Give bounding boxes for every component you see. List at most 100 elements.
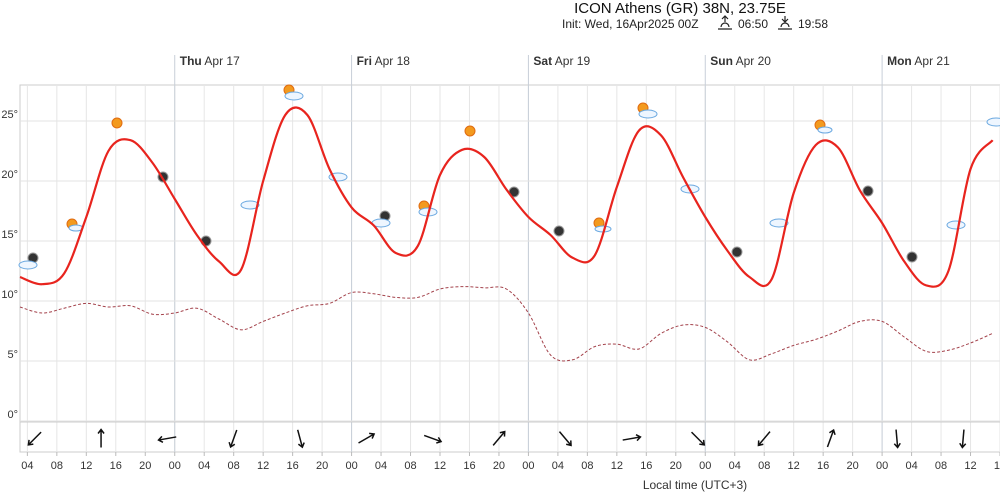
x-tick-label: 20 <box>847 460 859 472</box>
x-tick-label: 12 <box>80 460 92 472</box>
x-tick-label: 20 <box>316 460 328 472</box>
date: Apr 17 <box>204 54 240 68</box>
x-tick-label: 16 <box>287 460 299 472</box>
wind-arrow <box>757 431 771 447</box>
x-tick-label: 12 <box>788 460 800 472</box>
x-tick-label: 12 <box>611 460 623 472</box>
wind-arrow-shape <box>492 430 506 446</box>
wind-arrow-shape <box>358 432 376 444</box>
x-tick-label: 04 <box>375 460 387 472</box>
day-label: Fri Apr 18 <box>357 54 411 68</box>
wind-arrow <box>893 429 901 449</box>
wind-arrow <box>228 429 238 449</box>
wind-arrow <box>622 434 642 442</box>
chart-title: ICON Athens (GR) 38N, 23.75E <box>574 0 786 17</box>
wind-arrow-shape <box>296 429 305 449</box>
date: Apr 21 <box>914 54 950 68</box>
wind-arrow-shape <box>959 429 967 449</box>
x-tick-label: 00 <box>876 460 888 472</box>
wind-arrow-shape <box>157 435 177 443</box>
temperature-line <box>19 106 994 288</box>
y-tick-label: 5° <box>7 349 18 361</box>
date: Apr 19 <box>555 54 591 68</box>
x-tick-label: 04 <box>198 460 210 472</box>
y-tick-label: 25° <box>1 109 18 121</box>
moon-icon <box>27 171 918 264</box>
x-tick-label: 04 <box>552 460 564 472</box>
x-tick-label: 04 <box>21 460 33 472</box>
x-tick-label: 12 <box>434 460 446 472</box>
sunrise-time: 06:50 <box>738 17 768 31</box>
data-layer <box>19 106 994 449</box>
wind-arrow <box>826 428 836 448</box>
wind-arrow <box>423 434 443 444</box>
wind-arrow-shape <box>97 428 105 448</box>
x-tick-label: 08 <box>935 460 947 472</box>
x-axis-label: Local time (UTC+3) <box>643 478 747 492</box>
wind-arrow <box>97 428 105 448</box>
wind-arrow-shape <box>691 431 706 446</box>
wind-arrow-shape <box>558 431 572 447</box>
x-tick-label: 08 <box>51 460 63 472</box>
chart-subtitle: Init: Wed, 16Apr2025 00Z <box>562 17 699 31</box>
date: Apr 18 <box>375 54 411 68</box>
x-tick-label: 16 <box>463 460 475 472</box>
day-label: Sat Apr 19 <box>533 54 590 68</box>
x-tick-label: 00 <box>345 460 357 472</box>
wind-arrow-shape <box>27 431 42 446</box>
wind-arrow <box>296 429 305 449</box>
y-tick-label: 20° <box>1 169 18 181</box>
wind-arrow <box>27 431 42 446</box>
x-tick-label: 20 <box>493 460 505 472</box>
x-tick-label: 16 <box>817 460 829 472</box>
x-tick-label: 20 <box>139 460 151 472</box>
x-tick-label: 12 <box>964 460 976 472</box>
weekday: Thu <box>180 54 202 68</box>
dew-point-line <box>19 286 993 362</box>
y-tick-label: 10° <box>1 289 18 301</box>
wind-arrow <box>492 430 506 446</box>
x-tick-label: 00 <box>522 460 534 472</box>
x-tick-label: 08 <box>758 460 770 472</box>
x-tick-label: 08 <box>228 460 240 472</box>
x-tick-label: 16 <box>110 460 122 472</box>
date: Apr 20 <box>736 54 772 68</box>
wind-arrow <box>691 431 706 446</box>
weekday: Sat <box>533 54 552 68</box>
x-tick-label: 20 <box>670 460 682 472</box>
plot-frame <box>19 84 1000 453</box>
wind-arrow-shape <box>757 431 771 447</box>
day-label: Sun Apr 20 <box>710 54 771 68</box>
x-tick-label: 04 <box>905 460 917 472</box>
y-tick-label: 0° <box>7 409 18 421</box>
day-label: Thu Apr 17 <box>180 54 240 68</box>
wind-arrow-shape <box>893 429 901 449</box>
weekday: Mon <box>887 54 912 68</box>
wind-arrow-shape <box>423 434 443 444</box>
wind-arrow <box>157 435 177 443</box>
x-tick-label: 04 <box>729 460 741 472</box>
sunset-time: 19:58 <box>798 17 828 31</box>
wind-arrow <box>358 432 376 444</box>
day-label: Mon Apr 21 <box>887 54 950 68</box>
x-tick-label: 16 <box>640 460 652 472</box>
x-tick-label: 16 <box>994 460 1000 472</box>
sunset-icon <box>778 16 792 30</box>
x-tick-label: 08 <box>404 460 416 472</box>
wind-arrow-shape <box>228 429 238 449</box>
x-tick-label: 00 <box>699 460 711 472</box>
weekday: Sun <box>710 54 733 68</box>
wind-arrow <box>558 431 572 447</box>
wind-arrow-shape <box>622 434 642 442</box>
x-tick-label: 12 <box>257 460 269 472</box>
sunrise-icon <box>718 15 732 30</box>
x-tick-label: 00 <box>169 460 181 472</box>
y-tick-label: 15° <box>1 229 18 241</box>
cloud-icon <box>18 91 1000 270</box>
weekday: Fri <box>357 54 372 68</box>
grid-layer <box>19 55 1000 456</box>
x-tick-label: 08 <box>581 460 593 472</box>
wind-arrow <box>959 429 967 449</box>
wind-arrow-shape <box>826 428 836 448</box>
